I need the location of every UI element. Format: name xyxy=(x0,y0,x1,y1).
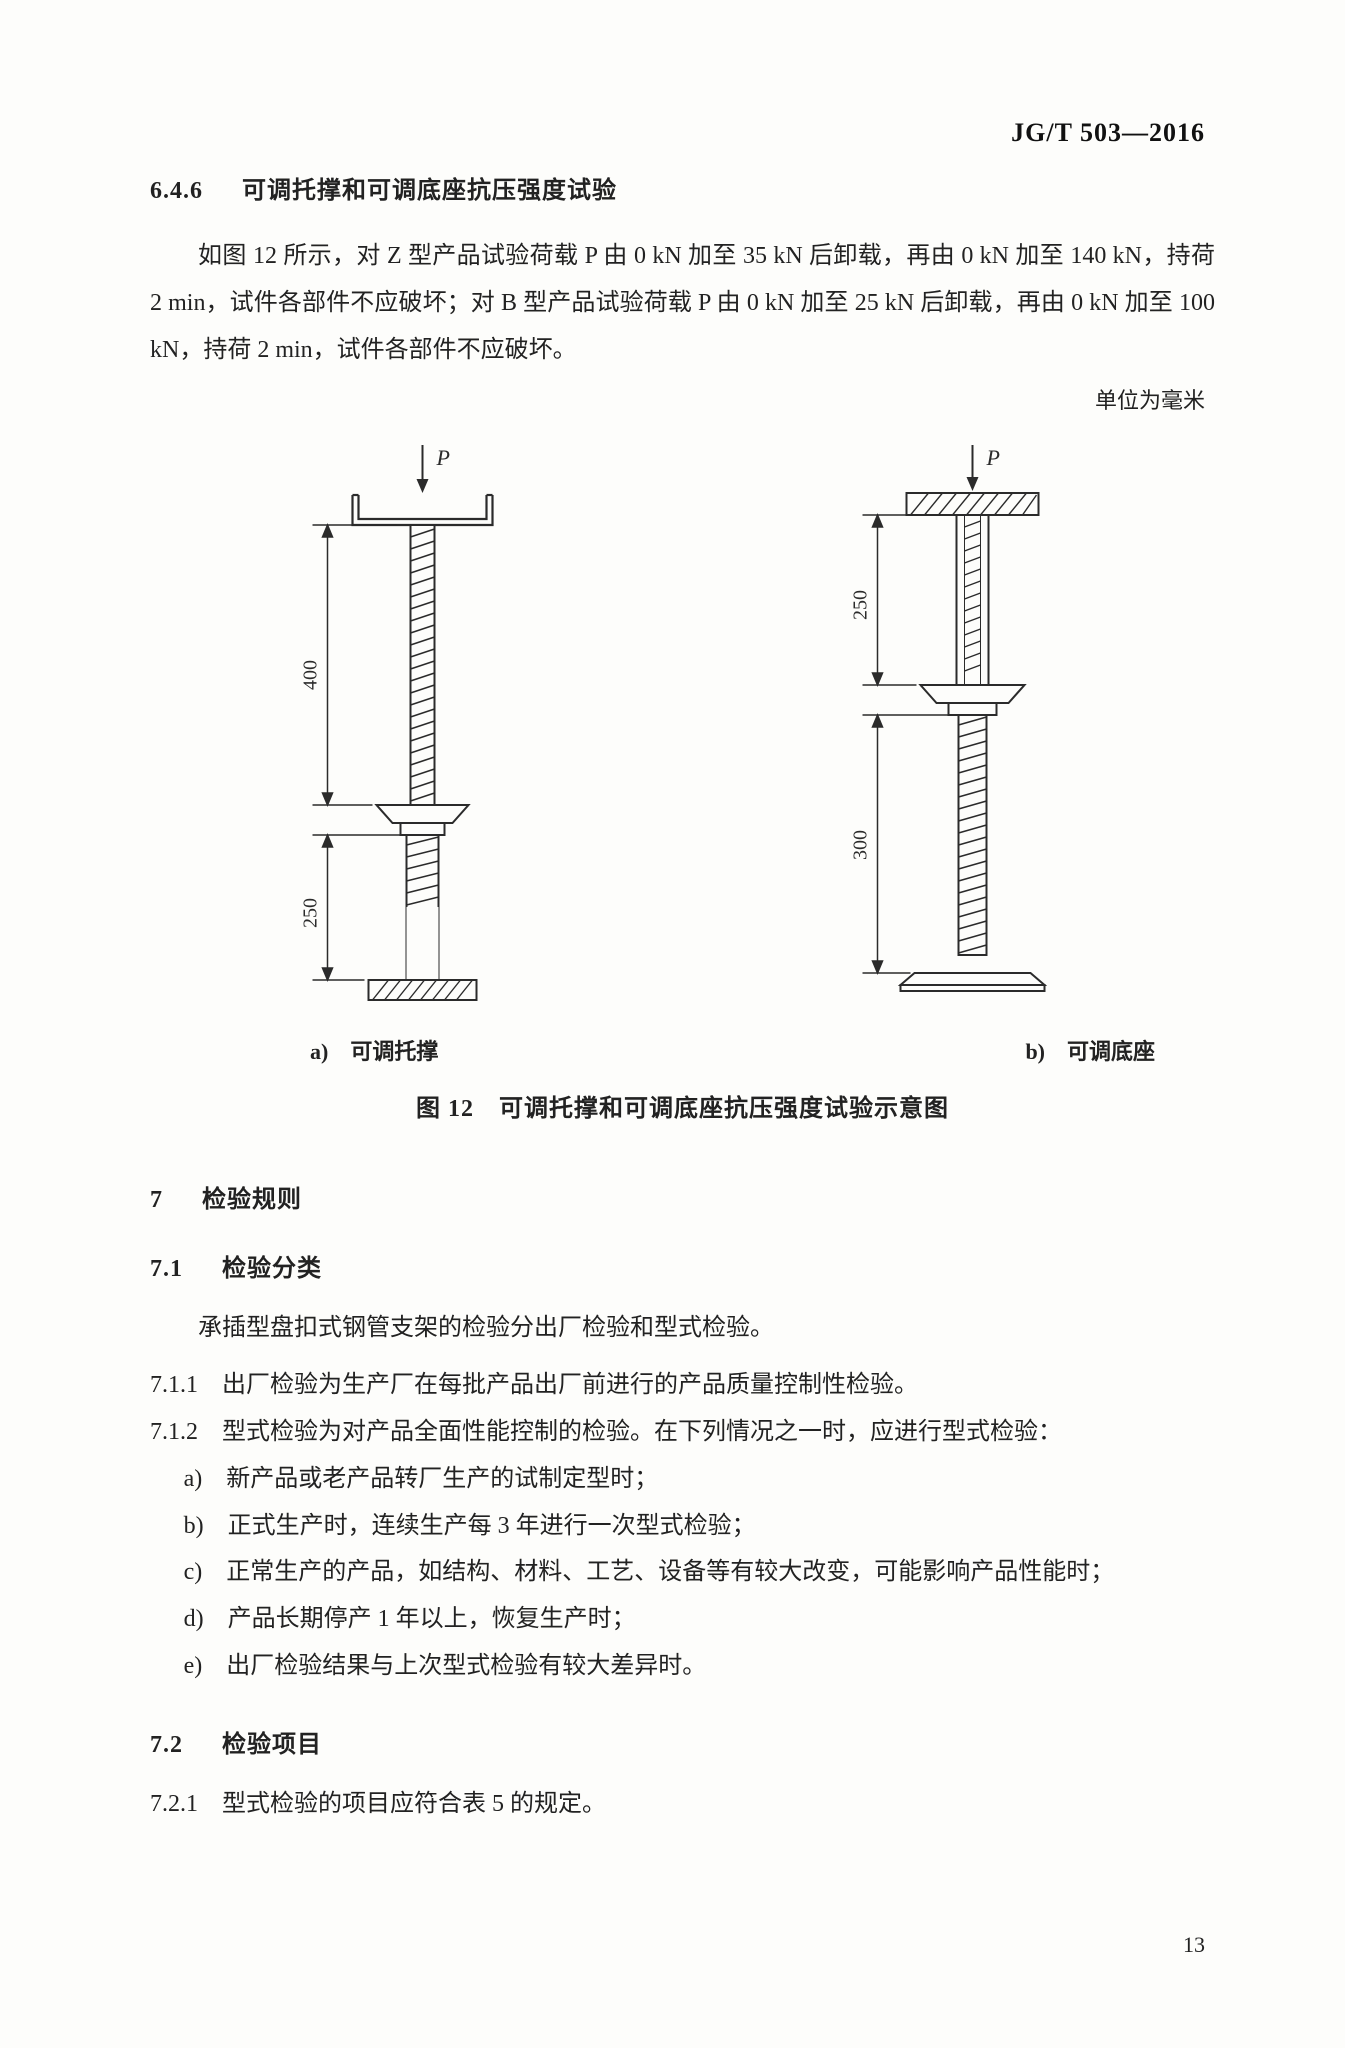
figure-label-b: b) 可调底座 xyxy=(1025,1034,1155,1066)
section-number: 6.4.6 xyxy=(150,178,203,204)
list-item-c: c) 正常生产的产品，如结构、材料、工艺、设备等有较大改变，可能影响产品性能时； xyxy=(150,1549,1215,1596)
fig-a-dim-400: 400 xyxy=(300,660,322,690)
list-item-d: d) 产品长期停产 1 年以上，恢复生产时； xyxy=(150,1596,1215,1643)
section-title: 检验分类 xyxy=(222,1256,322,1282)
section-6-4-6-paragraph: 如图 12 所示，对 Z 型产品试验荷载 P 由 0 kN 加至 35 kN 后… xyxy=(150,233,1215,373)
unit-note: 单位为毫米 xyxy=(150,383,1215,415)
section-title: 检验规则 xyxy=(202,1187,302,1213)
document-page: JG/T 503—2016 6.4.6 可调托撑和可调底座抗压强度试验 如图 1… xyxy=(0,0,1345,2048)
fig-a-dim-250: 250 xyxy=(300,898,322,928)
section-number: 7.1 xyxy=(150,1256,183,1282)
fig-b-load-label: P xyxy=(986,445,1000,470)
figure-svg: P xyxy=(150,425,1215,1025)
clause-7-1-2: 7.1.2 型式检验为对产品全面性能控制的检验。在下列情况之一时，应进行型式检验… xyxy=(150,1409,1215,1456)
list-item-a: a) 新产品或老产品转厂生产的试制定型时； xyxy=(150,1456,1215,1503)
section-title: 检验项目 xyxy=(222,1732,322,1758)
figure-12: P xyxy=(150,425,1215,1123)
fig-b-dim-250: 250 xyxy=(850,590,872,620)
list-item-b: b) 正式生产时，连续生产每 3 年进行一次型式检验； xyxy=(150,1503,1215,1550)
page-number: 13 xyxy=(1183,1932,1205,1958)
section-6-4-6-heading: 6.4.6 可调托撑和可调底座抗压强度试验 xyxy=(150,170,1215,205)
figure-caption: 图 12 可调托撑和可调底座抗压强度试验示意图 xyxy=(150,1088,1215,1123)
list-item-e: e) 出厂检验结果与上次型式检验有较大差异时。 xyxy=(150,1643,1215,1690)
section-7-heading: 7 检验规则 xyxy=(150,1179,1215,1214)
clause-7-2-1: 7.2.1 型式检验的项目应符合表 5 的规定。 xyxy=(150,1781,1215,1828)
standard-code: JG/T 503—2016 xyxy=(1011,118,1205,148)
section-7-1-heading: 7.1 检验分类 xyxy=(150,1248,1215,1283)
section-7-2-heading: 7.2 检验项目 xyxy=(150,1724,1215,1759)
fig-b-dim-300: 300 xyxy=(850,830,872,860)
section-number: 7.2 xyxy=(150,1732,183,1758)
clause-7-1-1: 7.1.1 出厂检验为生产厂在每批产品出厂前进行的产品质量控制性检验。 xyxy=(150,1362,1215,1409)
section-number: 7 xyxy=(150,1187,163,1213)
fig-a-load-label: P xyxy=(436,445,450,470)
section-title: 可调托撑和可调底座抗压强度试验 xyxy=(242,178,617,204)
figure-sublabels: a) 可调托撑 b) 可调底座 xyxy=(150,1034,1215,1066)
section-7-1-intro: 承插型盘扣式钢管支架的检验分出厂检验和型式检验。 xyxy=(150,1305,1215,1352)
figure-label-a: a) 可调托撑 xyxy=(310,1034,438,1066)
